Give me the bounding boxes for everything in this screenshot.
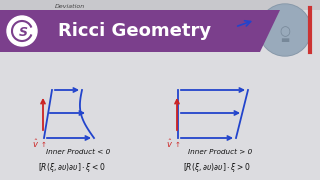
Text: ○: ○ [280, 26, 291, 39]
Text: S: S [19, 26, 28, 39]
Text: ▬: ▬ [280, 35, 290, 45]
Text: $\uparrow$: $\uparrow$ [39, 139, 47, 149]
Text: Inner Product < 0: Inner Product < 0 [46, 149, 110, 155]
Bar [0, 0, 320, 10]
Text: $\left[R(\xi,\partial\upsilon)\partial\upsilon\right]\cdot\xi < 0$: $\left[R(\xi,\partial\upsilon)\partial\u… [38, 161, 106, 174]
Text: $\hat{v}$: $\hat{v}$ [166, 138, 173, 150]
Circle shape [7, 16, 37, 46]
Text: Deviation: Deviation [55, 4, 85, 10]
Circle shape [259, 4, 311, 56]
Text: $\left[R(\xi,\partial\upsilon)\partial\upsilon\right]\cdot\xi > 0$: $\left[R(\xi,\partial\upsilon)\partial\u… [183, 161, 251, 174]
Text: $\uparrow$: $\uparrow$ [173, 139, 181, 149]
Text: Ricci Geometry: Ricci Geometry [59, 22, 212, 40]
Polygon shape [0, 10, 280, 52]
Text: Inner Product > 0: Inner Product > 0 [188, 149, 252, 155]
Circle shape [260, 5, 310, 55]
Text: $\hat{v}$: $\hat{v}$ [32, 138, 40, 150]
